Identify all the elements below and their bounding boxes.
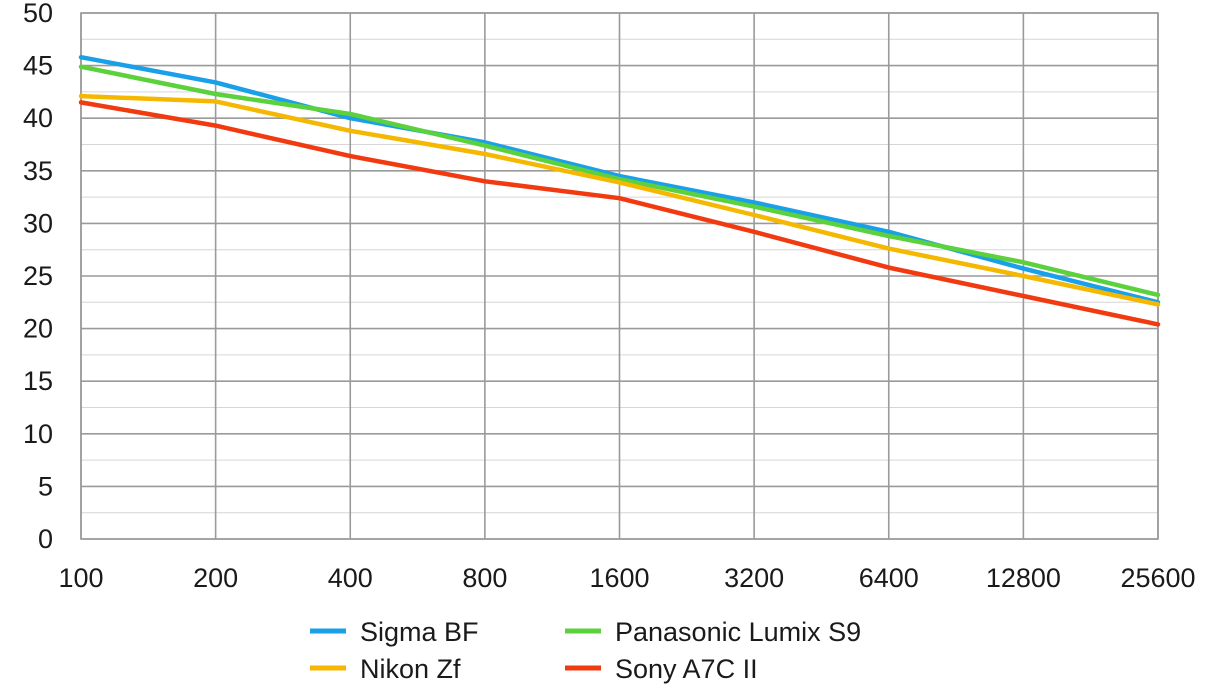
series-line-sony-a7c-ii <box>78 100 1161 327</box>
series-line-panasonic-lumix-s9 <box>78 64 1161 298</box>
legend-item-sigma-bf: Sigma BF <box>310 617 479 647</box>
legend-item-nikon-zf: Nikon Zf <box>310 654 461 684</box>
series-line-sigma-bf <box>78 54 1161 305</box>
plot-area: 0 5 10 15 20 25 30 35 40 45 50 100 200 400 800 1600 3200… <box>23 0 1196 593</box>
y-tick-label: 35 <box>23 156 53 186</box>
legend-label: Nikon Zf <box>360 654 461 684</box>
x-tick-label: 800 <box>462 563 507 593</box>
legend-label: Panasonic Lumix S9 <box>615 617 861 647</box>
x-tick-label: 12800 <box>986 563 1061 593</box>
y-tick-label: 25 <box>23 261 53 291</box>
legend-item-sony-a7c-ii: Sony A7C II <box>565 654 758 684</box>
plot-frame <box>80 12 1159 540</box>
legend: Sigma BF Panasonic Lumix S9 Nikon Zf Sony A… <box>310 617 861 684</box>
x-tick-label: 400 <box>328 563 373 593</box>
y-tick-label: 5 <box>38 471 53 501</box>
legend-label: Sigma BF <box>360 617 479 647</box>
x-tick-label: 6400 <box>859 563 919 593</box>
y-tick-label: 0 <box>38 524 53 554</box>
x-tick-label: 3200 <box>724 563 784 593</box>
y-tick-label: 15 <box>23 366 53 396</box>
x-tick-label: 100 <box>58 563 103 593</box>
legend-item-panasonic-lumix-s9: Panasonic Lumix S9 <box>565 617 861 647</box>
y-tick-label: 20 <box>23 314 53 344</box>
x-tick-label: 1600 <box>589 563 649 593</box>
x-tick-label: 25600 <box>1120 563 1195 593</box>
x-tick-label: 200 <box>193 563 238 593</box>
y-tick-label: 40 <box>23 103 53 133</box>
y-tick-label: 45 <box>23 51 53 81</box>
y-tick-label: 10 <box>23 419 53 449</box>
series-line-nikon-zf <box>78 93 1161 307</box>
y-tick-label: 30 <box>23 208 53 238</box>
legend-label: Sony A7C II <box>615 654 758 684</box>
y-tick-label: 50 <box>23 0 53 28</box>
